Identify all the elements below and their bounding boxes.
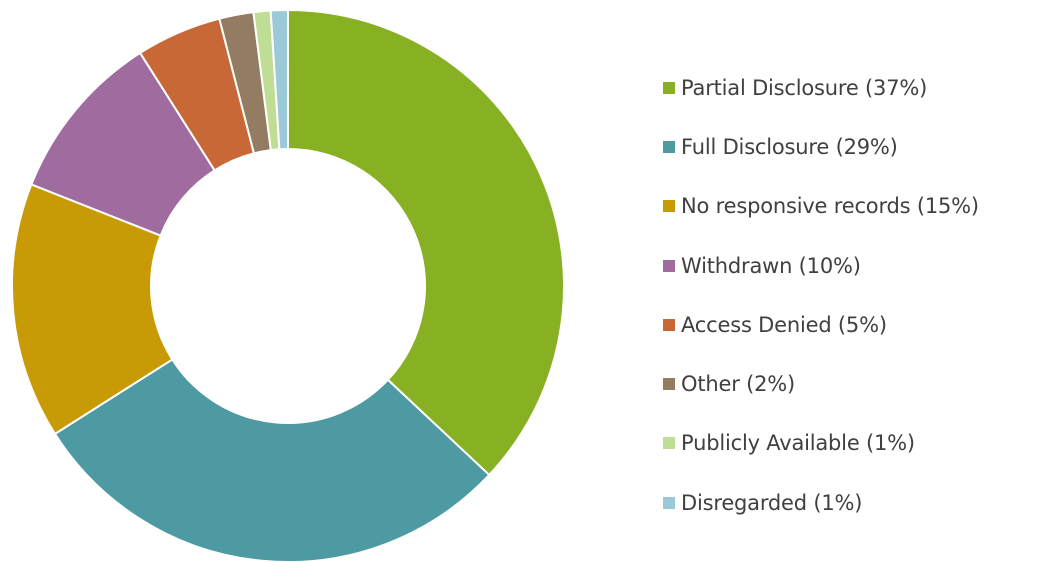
legend-item-partial-disclosure: Partial Disclosure (37%) xyxy=(663,58,1057,117)
slice-partial-disclosure xyxy=(287,8,565,477)
legend-label: No responsive records (15%) xyxy=(681,194,979,219)
legend-item-access-denied: Access Denied (5%) xyxy=(663,295,1057,354)
legend-swatch xyxy=(663,200,675,213)
legend-swatch xyxy=(663,318,675,331)
donut-chart xyxy=(11,8,565,562)
legend-swatch xyxy=(663,259,675,272)
legend-item-other: Other (2%) xyxy=(663,354,1057,413)
legend-item-withdrawn: Withdrawn (10%) xyxy=(663,236,1057,295)
legend-item-no-responsive-records: No responsive records (15%) xyxy=(663,177,1057,236)
slice-full-disclosure xyxy=(53,358,491,562)
legend-label: Access Denied (5%) xyxy=(681,312,887,337)
legend-swatch xyxy=(663,81,675,94)
legend-item-full-disclosure: Full Disclosure (29%) xyxy=(663,117,1057,176)
legend-swatch xyxy=(663,496,675,509)
legend-label: Other (2%) xyxy=(681,372,796,397)
legend-item-disregarded: Disregarded (1%) xyxy=(663,473,1057,532)
legend-swatch xyxy=(663,378,675,391)
slice-disregarded xyxy=(269,8,289,151)
legend-label: Full Disclosure (29%) xyxy=(681,134,898,159)
legend-swatch xyxy=(663,437,675,450)
legend-label: Partial Disclosure (37%) xyxy=(681,75,928,100)
donut-slices xyxy=(11,8,565,562)
legend-label: Publicly Available (1%) xyxy=(681,431,915,456)
chart-legend: Partial Disclosure (37%) Full Disclosure … xyxy=(663,58,1057,532)
legend-item-publicly-available: Publicly Available (1%) xyxy=(663,414,1057,473)
legend-label: Disregarded (1%) xyxy=(681,490,863,515)
slice-no-responsive-records xyxy=(11,183,174,436)
legend-swatch xyxy=(663,140,675,153)
legend-label: Withdrawn (10%) xyxy=(681,253,861,278)
